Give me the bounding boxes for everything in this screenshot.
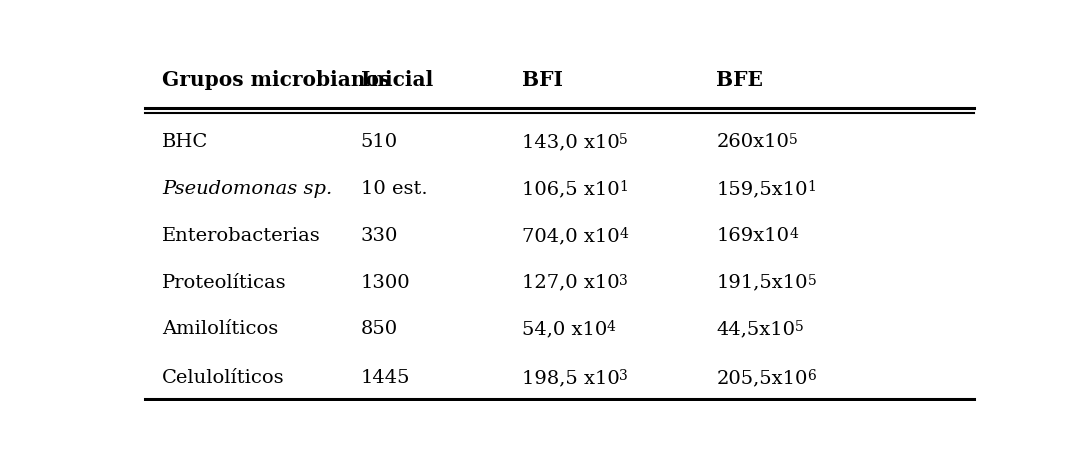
Text: 3: 3: [619, 369, 628, 383]
Text: 704,0 x10: 704,0 x10: [522, 227, 619, 245]
Text: BFE: BFE: [716, 70, 763, 90]
Text: 5: 5: [619, 133, 628, 147]
Text: 106,5 x10: 106,5 x10: [522, 180, 619, 198]
Text: 4: 4: [607, 320, 616, 334]
Text: 3: 3: [619, 274, 628, 288]
Text: 1445: 1445: [360, 369, 411, 387]
Text: Grupos microbianos: Grupos microbianos: [162, 70, 390, 90]
Text: Proteolíticas: Proteolíticas: [162, 274, 286, 292]
Text: 5: 5: [790, 133, 798, 147]
Text: BFI: BFI: [522, 70, 562, 90]
Text: 1300: 1300: [360, 274, 411, 292]
Text: Amilolíticos: Amilolíticos: [162, 320, 278, 338]
Text: 4: 4: [790, 227, 798, 241]
Text: 169x10: 169x10: [716, 227, 790, 245]
Text: 159,5x10: 159,5x10: [716, 180, 808, 198]
Text: Enterobacterias: Enterobacterias: [162, 227, 321, 245]
Text: 205,5x10: 205,5x10: [716, 369, 808, 387]
Text: Pseudomonas sp.: Pseudomonas sp.: [162, 180, 332, 198]
Text: 510: 510: [360, 133, 397, 151]
Text: 260x10: 260x10: [716, 133, 790, 151]
Text: 10 est.: 10 est.: [360, 180, 427, 198]
Text: 5: 5: [795, 320, 804, 334]
Text: Celulolíticos: Celulolíticos: [162, 369, 285, 387]
Text: 143,0 x10: 143,0 x10: [522, 133, 619, 151]
Text: 127,0 x10: 127,0 x10: [522, 274, 619, 292]
Text: 191,5x10: 191,5x10: [716, 274, 808, 292]
Text: BHC: BHC: [162, 133, 209, 151]
Text: 44,5x10: 44,5x10: [716, 320, 795, 338]
Text: 4: 4: [619, 227, 628, 241]
Text: 6: 6: [808, 369, 817, 383]
Text: 5: 5: [808, 274, 817, 288]
Text: 198,5 x10: 198,5 x10: [522, 369, 619, 387]
Text: 1: 1: [619, 180, 628, 194]
Text: 1: 1: [808, 180, 817, 194]
Text: Inicial: Inicial: [360, 70, 434, 90]
Text: 54,0 x10: 54,0 x10: [522, 320, 607, 338]
Text: 850: 850: [360, 320, 397, 338]
Text: 330: 330: [360, 227, 399, 245]
